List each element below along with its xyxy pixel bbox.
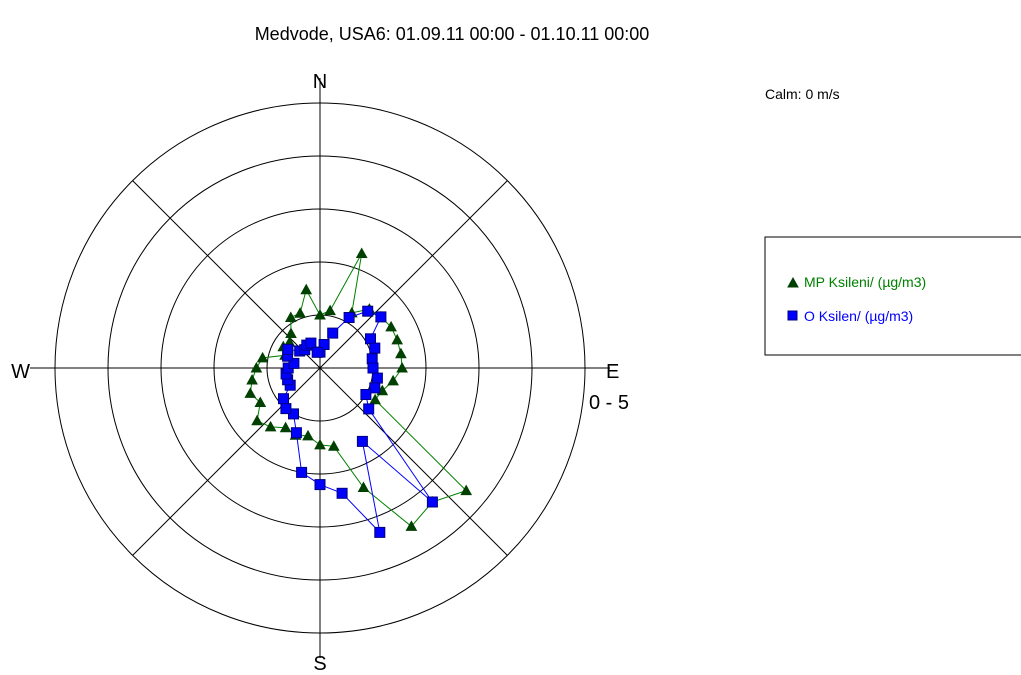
data-point-square (318, 339, 330, 350)
legend-box (764, 236, 1021, 356)
data-point-triangle (284, 311, 297, 322)
data-point-square (365, 333, 376, 345)
calm-label: Calm: 0 m/s (765, 86, 840, 102)
data-point-square (327, 327, 339, 339)
data-point-triangle (460, 484, 473, 496)
data-point-triangle (251, 414, 263, 426)
data-point-triangle (391, 333, 404, 345)
radial-range-label: 0 - 5 (589, 392, 629, 414)
data-point-square (280, 403, 292, 415)
grid-spoke (132, 367, 321, 556)
data-point-square (366, 353, 378, 365)
data-point-triangle (314, 438, 326, 450)
polar-grid (30, 78, 610, 658)
data-point-triangle (279, 421, 292, 433)
data-point-triangle (244, 387, 257, 398)
data-point-square (288, 357, 300, 369)
data-point-triangle (327, 440, 340, 451)
data-point-square (362, 305, 374, 317)
compass-label-s: S (313, 653, 326, 675)
data-point-triangle (357, 481, 370, 492)
data-point-triangle (250, 361, 263, 373)
legend-label-mp-ksileni: MP Ksileni/ (µg/m3) (804, 274, 926, 290)
series-group (244, 247, 473, 538)
data-point-square (367, 362, 379, 374)
data-point-square (311, 346, 323, 358)
data-point-triangle (387, 374, 399, 386)
compass-label-w: W (11, 361, 30, 383)
data-point-triangle (294, 307, 306, 318)
data-point-triangle (285, 327, 297, 338)
data-point-square (369, 342, 381, 354)
data-point-square (290, 427, 302, 439)
series-line-0 (249, 253, 468, 528)
data-point-square (282, 343, 294, 355)
compass-label-n: N (313, 71, 327, 93)
data-point-triangle (254, 396, 267, 407)
legend: MP Ksileni/ (µg/m3) O Ksilen/ (µg/m3) (764, 236, 1021, 356)
grid-spoke (319, 180, 508, 369)
data-point-triangle (385, 320, 397, 332)
compass-label-e: E (606, 361, 619, 383)
data-point-square (278, 393, 289, 405)
data-point-triangle (314, 308, 326, 320)
data-point-triangle (302, 429, 314, 441)
data-point-triangle (246, 373, 258, 385)
data-point-square (343, 312, 355, 323)
data-point-triangle (395, 347, 407, 359)
data-point-square (314, 479, 326, 491)
data-point-square (375, 311, 387, 323)
data-point-square (426, 496, 438, 508)
data-point-square (363, 403, 375, 415)
data-point-square (369, 382, 381, 394)
grid-spoke (319, 367, 508, 556)
legend-label-o-ksilen: O Ksilen/ (µg/m3) (804, 308, 913, 324)
data-point-triangle (324, 304, 336, 316)
data-point-triangle (300, 283, 313, 295)
data-point-square (356, 435, 368, 447)
data-point-triangle (396, 361, 408, 373)
grid-spoke (132, 180, 321, 369)
data-point-square (371, 372, 383, 384)
legend-marker-mp-ksileni (787, 276, 799, 288)
data-point-triangle (369, 393, 381, 405)
legend-marker-o-ksilen (787, 310, 798, 321)
data-point-square (360, 389, 372, 400)
data-point-square (305, 337, 317, 349)
data-point-triangle (264, 420, 277, 432)
data-point-square (296, 466, 308, 478)
data-point-triangle (355, 247, 368, 258)
chart-title: Medvode, USA6: 01.09.11 00:00 - 01.10.11… (255, 24, 650, 44)
data-point-triangle (256, 351, 269, 363)
data-point-triangle (405, 520, 418, 531)
data-point-square (336, 487, 348, 499)
data-point-square (374, 526, 386, 538)
